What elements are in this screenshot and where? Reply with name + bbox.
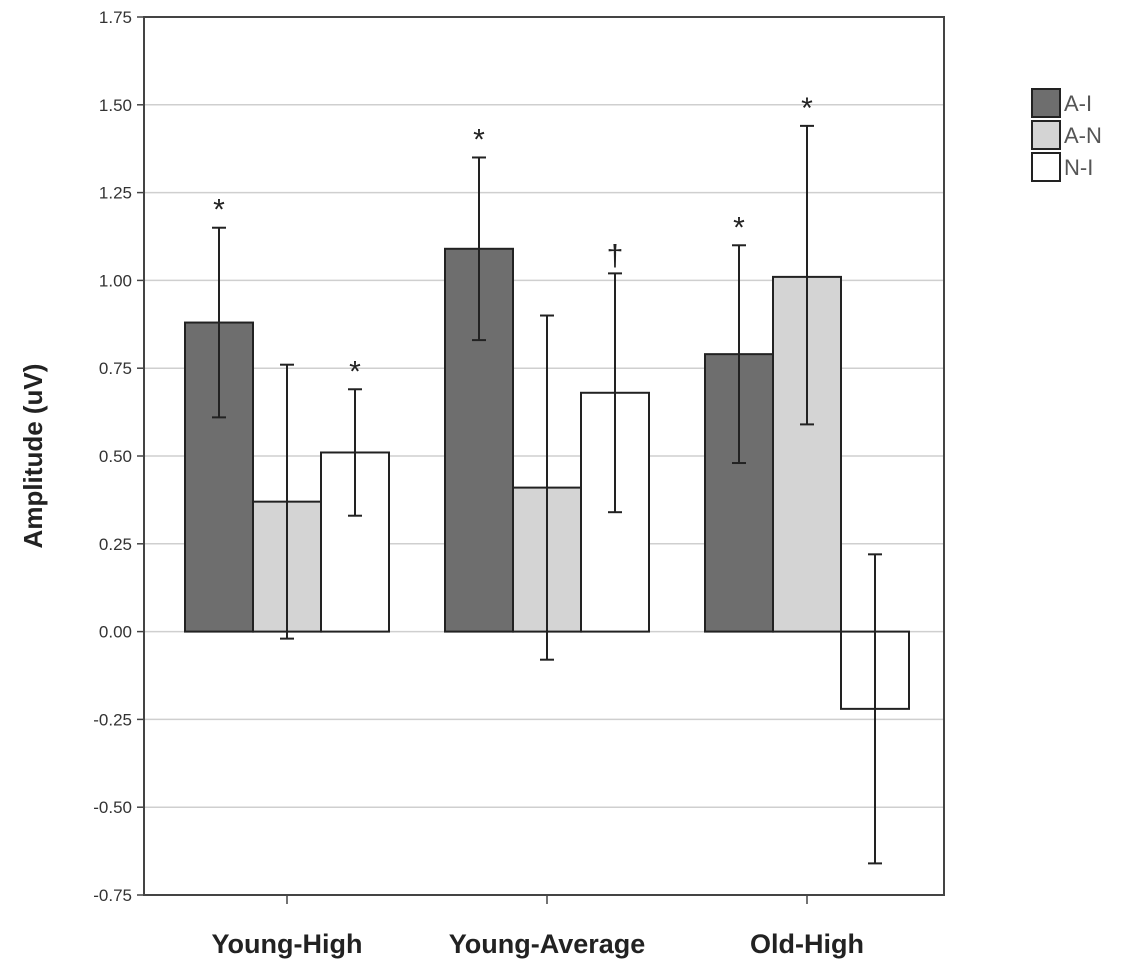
- category-labels: Young-High Young-Average Old-High: [212, 895, 864, 959]
- y-tick-label: 0.00: [99, 623, 132, 642]
- legend-swatch: [1031, 120, 1061, 150]
- y-tick-label: 0.75: [99, 359, 132, 378]
- significance-marker: †: [607, 239, 624, 272]
- legend-swatch: [1031, 152, 1061, 182]
- error-bar: [800, 124, 814, 426]
- error-bar: [212, 226, 226, 419]
- y-tick-label: 1.75: [99, 8, 132, 27]
- error-bar: [280, 363, 294, 640]
- y-tick-label: 0.25: [99, 535, 132, 554]
- y-tick-label: 1.25: [99, 184, 132, 203]
- significance-marker: *: [213, 194, 225, 227]
- error-bar: [472, 156, 486, 342]
- legend[interactable]: A-I A-N N-I: [1031, 88, 1102, 182]
- y-tick-label: -0.75: [93, 886, 132, 905]
- category-label: Old-High: [750, 929, 864, 959]
- y-tick-label: -0.50: [93, 798, 132, 817]
- y-tick-label: 1.50: [99, 96, 132, 115]
- legend-label: N-I: [1064, 155, 1093, 180]
- y-tick-label: -0.25: [93, 710, 132, 729]
- significance-marker: *: [733, 211, 745, 244]
- legend-item-a-i[interactable]: A-I: [1031, 88, 1092, 118]
- y-tick-label: 0.50: [99, 447, 132, 466]
- significance-marker: *: [801, 92, 813, 125]
- significance-marker: *: [473, 123, 485, 156]
- y-axis-ticks: 1.75 1.50 1.25 1.00 0.75 0.50 0.25 0.00 -0.25 -0.…: [93, 8, 144, 905]
- y-tick-label: 1.00: [99, 271, 132, 290]
- legend-item-a-n[interactable]: A-N: [1031, 120, 1102, 150]
- category-label: Young-High: [212, 929, 363, 959]
- y-axis-title: Amplitude (uV): [18, 364, 48, 549]
- significance-markers: * * * * * †: [213, 92, 813, 388]
- legend-item-n-i[interactable]: N-I: [1031, 152, 1093, 182]
- error-bars: [212, 124, 882, 865]
- error-bar: [348, 388, 362, 517]
- error-bar: [868, 553, 882, 865]
- significance-marker: *: [349, 355, 361, 388]
- error-bar: [540, 314, 554, 661]
- legend-swatch: [1031, 88, 1061, 118]
- error-bar: [732, 244, 746, 465]
- error-bar: [608, 272, 622, 514]
- plot-frame: [143, 16, 945, 896]
- legend-label: A-I: [1064, 91, 1092, 116]
- category-label: Young-Average: [449, 929, 646, 959]
- legend-label: A-N: [1064, 123, 1102, 148]
